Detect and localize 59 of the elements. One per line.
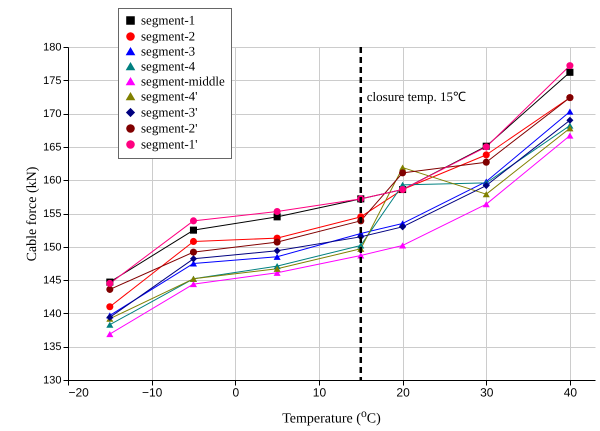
x-tick-label: −10 (142, 386, 163, 400)
point (106, 330, 114, 338)
point (566, 62, 574, 70)
point (566, 116, 574, 124)
point (274, 208, 281, 216)
x-tick-label: 40 (564, 386, 578, 400)
y-tick-label: 180 (43, 42, 62, 54)
point (190, 255, 198, 262)
point (482, 191, 490, 198)
point (190, 248, 198, 256)
x-tick-label: 30 (480, 386, 494, 400)
point (106, 303, 114, 310)
point (566, 108, 574, 115)
y-axis-title: Cable force (kN) (25, 166, 40, 262)
x-tick-label: −20 (68, 386, 90, 400)
point (482, 151, 490, 158)
legend-label: segment-1' (141, 136, 198, 152)
point (106, 286, 114, 293)
legend-label: segment-middle (141, 74, 225, 88)
y-tick-label: 130 (43, 374, 62, 386)
legend-label: segment-2' (141, 120, 198, 136)
point (482, 182, 490, 190)
legend-label: segment-3' (141, 104, 198, 120)
point (190, 238, 198, 245)
point (566, 68, 574, 76)
point (399, 223, 406, 230)
point (566, 125, 574, 132)
point (190, 226, 198, 234)
y-tick-label: 155 (43, 208, 62, 220)
y-tick-label: 150 (43, 241, 62, 254)
legend-label: segment-4' (141, 88, 198, 104)
x-tick-label: 10 (312, 386, 326, 400)
y-tick-label: 145 (43, 274, 62, 287)
x-axis-title: Temperature ($^{o}$C) (281, 406, 382, 429)
point (106, 322, 114, 328)
legend-label: segment-4 (141, 58, 196, 74)
x-tick-label: 0 (232, 386, 240, 400)
legend-label: segment-3 (141, 44, 196, 58)
y-tick-label: 175 (43, 74, 62, 87)
y-tick-label: 135 (43, 341, 62, 354)
point (274, 247, 281, 254)
point (399, 169, 406, 176)
point (190, 281, 198, 288)
y-tick-label: 140 (43, 308, 62, 320)
point (190, 217, 198, 224)
legend-label: segment-1 (141, 12, 196, 28)
point (482, 158, 490, 166)
y-tick-label: 165 (43, 141, 62, 154)
y-tick-label: 170 (43, 108, 62, 120)
x-tick-label: 20 (396, 386, 410, 400)
point (274, 254, 281, 260)
legend-label: segment-2 (141, 28, 196, 44)
point (482, 201, 490, 208)
point (566, 132, 574, 139)
point (274, 266, 281, 272)
ref-line-label: closure temp. 15℃ (366, 89, 466, 104)
point (399, 242, 406, 249)
y-tick-label: 160 (43, 174, 62, 187)
point (274, 238, 281, 246)
